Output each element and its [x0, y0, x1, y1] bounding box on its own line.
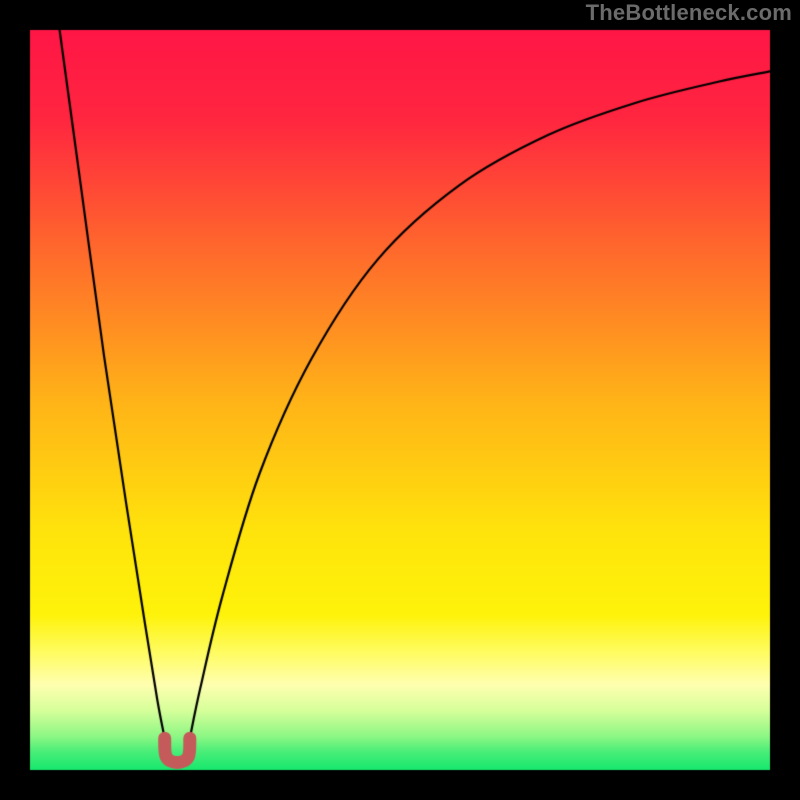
watermark-text: TheBottleneck.com	[586, 0, 792, 26]
chart-container: TheBottleneck.com	[0, 0, 800, 800]
bottleneck-chart-canvas	[0, 0, 800, 800]
